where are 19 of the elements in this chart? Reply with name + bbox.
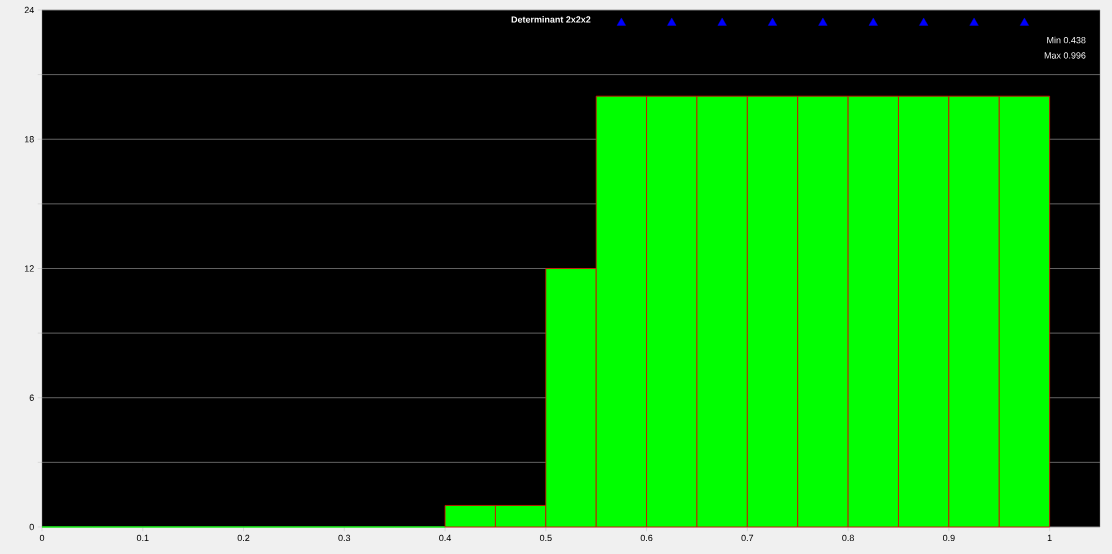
- x-tick-label: 0.9: [942, 534, 955, 542]
- annotation: Max 0.996: [1044, 52, 1086, 59]
- x-tick-label: 1: [1047, 534, 1052, 541]
- x-tick-label: 0.1: [136, 534, 149, 542]
- y-tick-label: 12: [24, 265, 34, 272]
- y-tick-label: 6: [29, 394, 34, 401]
- x-tick-label: 0.7: [741, 534, 754, 542]
- x-tick-label: 0.5: [539, 534, 552, 542]
- annotation: Min 0.438: [1047, 36, 1086, 44]
- y-tick-label: 24: [24, 6, 34, 14]
- x-tick-label: 0: [39, 534, 45, 542]
- text: Determinant 2x2x2: [511, 16, 591, 23]
- x-tick-label: 0.4: [439, 534, 452, 542]
- y-tick-label: 0: [29, 523, 34, 531]
- x-tick-label: 0.6: [640, 534, 653, 542]
- x-tick-label: 0.3: [338, 534, 351, 542]
- x-tick-label: 0.8: [842, 534, 854, 542]
- y-tick-label: 18: [24, 136, 34, 143]
- x-tick-label: 0.2: [237, 534, 250, 542]
